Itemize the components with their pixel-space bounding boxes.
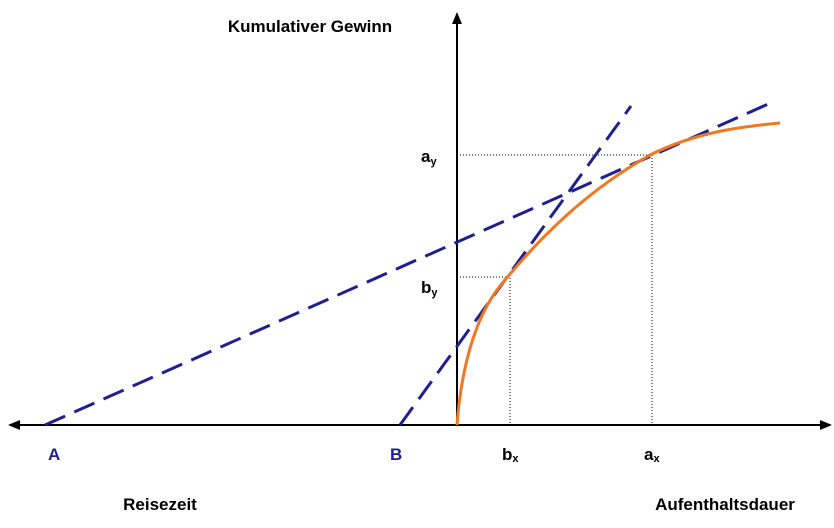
intercept-a: A (48, 445, 60, 464)
guide-a (457, 154, 653, 425)
subscript: y (431, 287, 438, 299)
gain-curve (455, 121, 781, 426)
subscript: x (512, 453, 519, 465)
label-by: by (421, 278, 438, 299)
tangent-a (44, 99, 776, 427)
y-axis-label: Kumulativer Gewinn (228, 17, 392, 36)
label-bx: bx (502, 445, 519, 465)
x-left-label: Reisezeit (123, 495, 197, 514)
letter: b (502, 445, 512, 464)
letter: b (421, 278, 431, 297)
x-right-label: Aufenthaltsdauer (655, 495, 795, 514)
letter: a (421, 147, 431, 166)
guide-b (457, 276, 511, 425)
subscript: y (430, 156, 437, 168)
label-ay: ay (421, 147, 437, 168)
subscript: x (653, 453, 660, 465)
intercept-b: B (390, 445, 402, 464)
letter: a (644, 445, 654, 464)
label-ax: ax (644, 445, 660, 465)
